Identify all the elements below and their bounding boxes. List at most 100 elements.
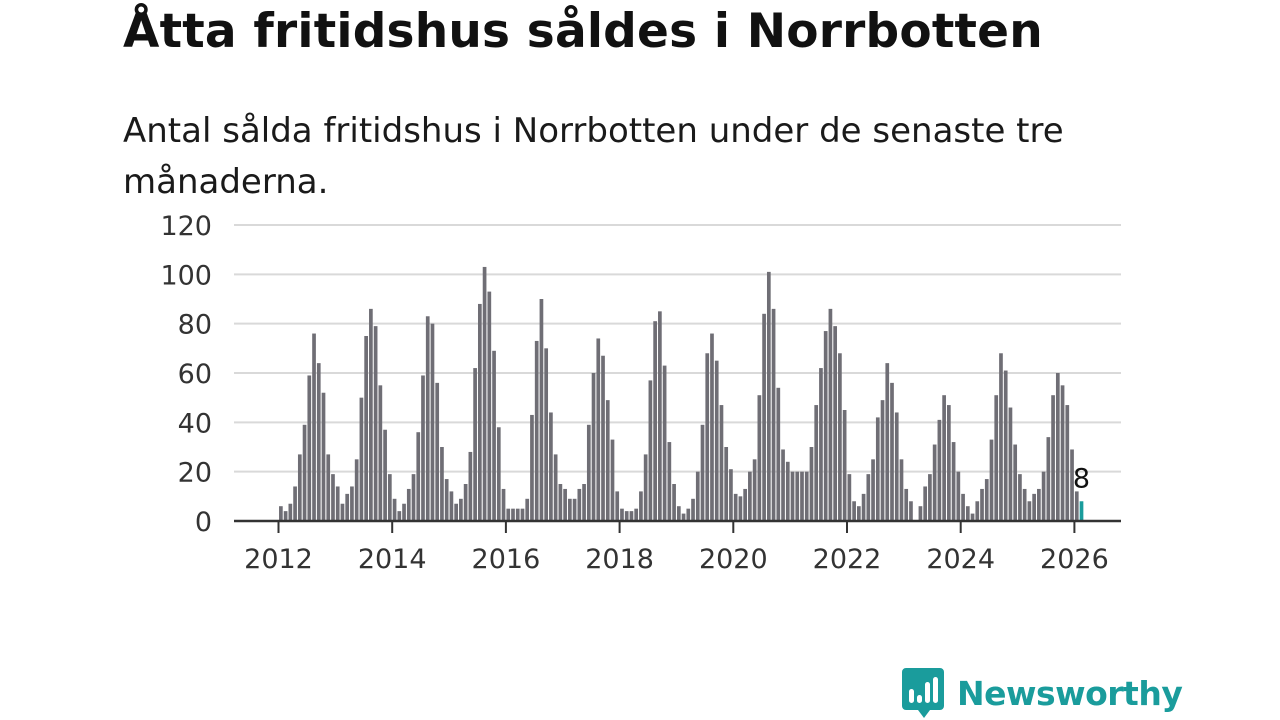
- bar: [800, 471, 804, 521]
- x-tick-label: 2012: [244, 544, 313, 575]
- bar: [515, 508, 520, 521]
- bar: [738, 496, 743, 521]
- bar: [454, 503, 459, 521]
- bar: [1074, 491, 1079, 521]
- bar: [591, 373, 596, 521]
- bar: [1018, 474, 1022, 521]
- bar: [297, 454, 302, 521]
- bar: [918, 506, 923, 521]
- bar: [1041, 471, 1046, 521]
- bar: [989, 439, 994, 521]
- x-tick-label: 2014: [358, 544, 427, 575]
- bar: [288, 503, 293, 521]
- bar: [586, 424, 591, 521]
- bar: [558, 484, 563, 521]
- bar: [487, 291, 492, 521]
- newsworthy-logo-icon: [902, 668, 944, 718]
- bar: [695, 471, 700, 521]
- bar: [899, 459, 904, 521]
- bar: [785, 461, 790, 521]
- bar: [894, 412, 899, 521]
- bar: [340, 503, 345, 521]
- bar: [814, 405, 819, 521]
- bar: [392, 498, 397, 521]
- chart-title: Åtta fritidshus såldes i Norrbotten: [123, 4, 1043, 59]
- bar: [335, 486, 340, 521]
- bar: [847, 474, 852, 521]
- y-tick-label: 100: [160, 260, 212, 291]
- bar: [719, 405, 724, 521]
- x-tick-label: 2026: [1040, 544, 1109, 575]
- bar: [1070, 449, 1074, 521]
- bar: [572, 498, 577, 521]
- bar: [842, 410, 847, 521]
- bar: [762, 313, 766, 521]
- bar: [681, 513, 686, 521]
- bar: [605, 400, 610, 521]
- bar: [553, 454, 558, 521]
- bar: [563, 488, 567, 521]
- bar: [667, 442, 672, 521]
- bar: [624, 511, 629, 521]
- bar: [733, 493, 738, 521]
- bar: [804, 471, 809, 521]
- bar: [530, 414, 534, 521]
- bar: [383, 429, 387, 521]
- bar: [549, 412, 553, 521]
- bar: [293, 486, 297, 521]
- bar: [316, 363, 321, 521]
- bar: [653, 321, 657, 521]
- bar: [809, 447, 814, 521]
- y-tick-label: 40: [178, 408, 212, 439]
- bar: [838, 353, 842, 521]
- bar: [1060, 385, 1065, 521]
- bar: [833, 326, 838, 521]
- bar: [350, 486, 354, 521]
- bar: [492, 350, 496, 521]
- bar: [539, 299, 544, 521]
- bar: [710, 333, 714, 521]
- data-label: 8: [1073, 463, 1090, 494]
- bar: [283, 511, 288, 521]
- bar: [980, 488, 984, 521]
- bar: [691, 498, 695, 521]
- bar: [525, 498, 530, 521]
- x-tick-label: 2016: [472, 544, 541, 575]
- bar: [975, 501, 980, 521]
- bar: [1027, 501, 1032, 521]
- bar: [1008, 407, 1013, 521]
- bar: [421, 375, 425, 521]
- bar: [629, 511, 634, 521]
- bar: [890, 382, 894, 521]
- y-tick-label: 0: [195, 507, 212, 538]
- bar: [639, 491, 643, 521]
- bar: [501, 488, 506, 521]
- bar: [970, 513, 975, 521]
- bar: [534, 340, 539, 521]
- bar: [643, 454, 648, 521]
- bar: [828, 308, 833, 521]
- bar: [482, 266, 487, 521]
- bar: [1032, 493, 1036, 521]
- bar: [875, 417, 880, 521]
- bar: [1046, 437, 1051, 521]
- bar: [1051, 395, 1055, 521]
- bar: [582, 484, 586, 521]
- bar: [729, 469, 733, 521]
- bar: [312, 333, 316, 521]
- bar: [402, 503, 406, 521]
- bar: [307, 375, 312, 521]
- bar: [658, 311, 662, 521]
- bar: [766, 271, 771, 521]
- bar: [321, 392, 326, 521]
- bar: [331, 474, 335, 521]
- bar: [932, 444, 937, 521]
- bar: [596, 338, 601, 521]
- bar: [714, 360, 719, 521]
- bar: [397, 511, 402, 521]
- bar: [700, 424, 705, 521]
- bar: [790, 471, 795, 521]
- bar: [326, 454, 331, 521]
- bar: [776, 387, 781, 521]
